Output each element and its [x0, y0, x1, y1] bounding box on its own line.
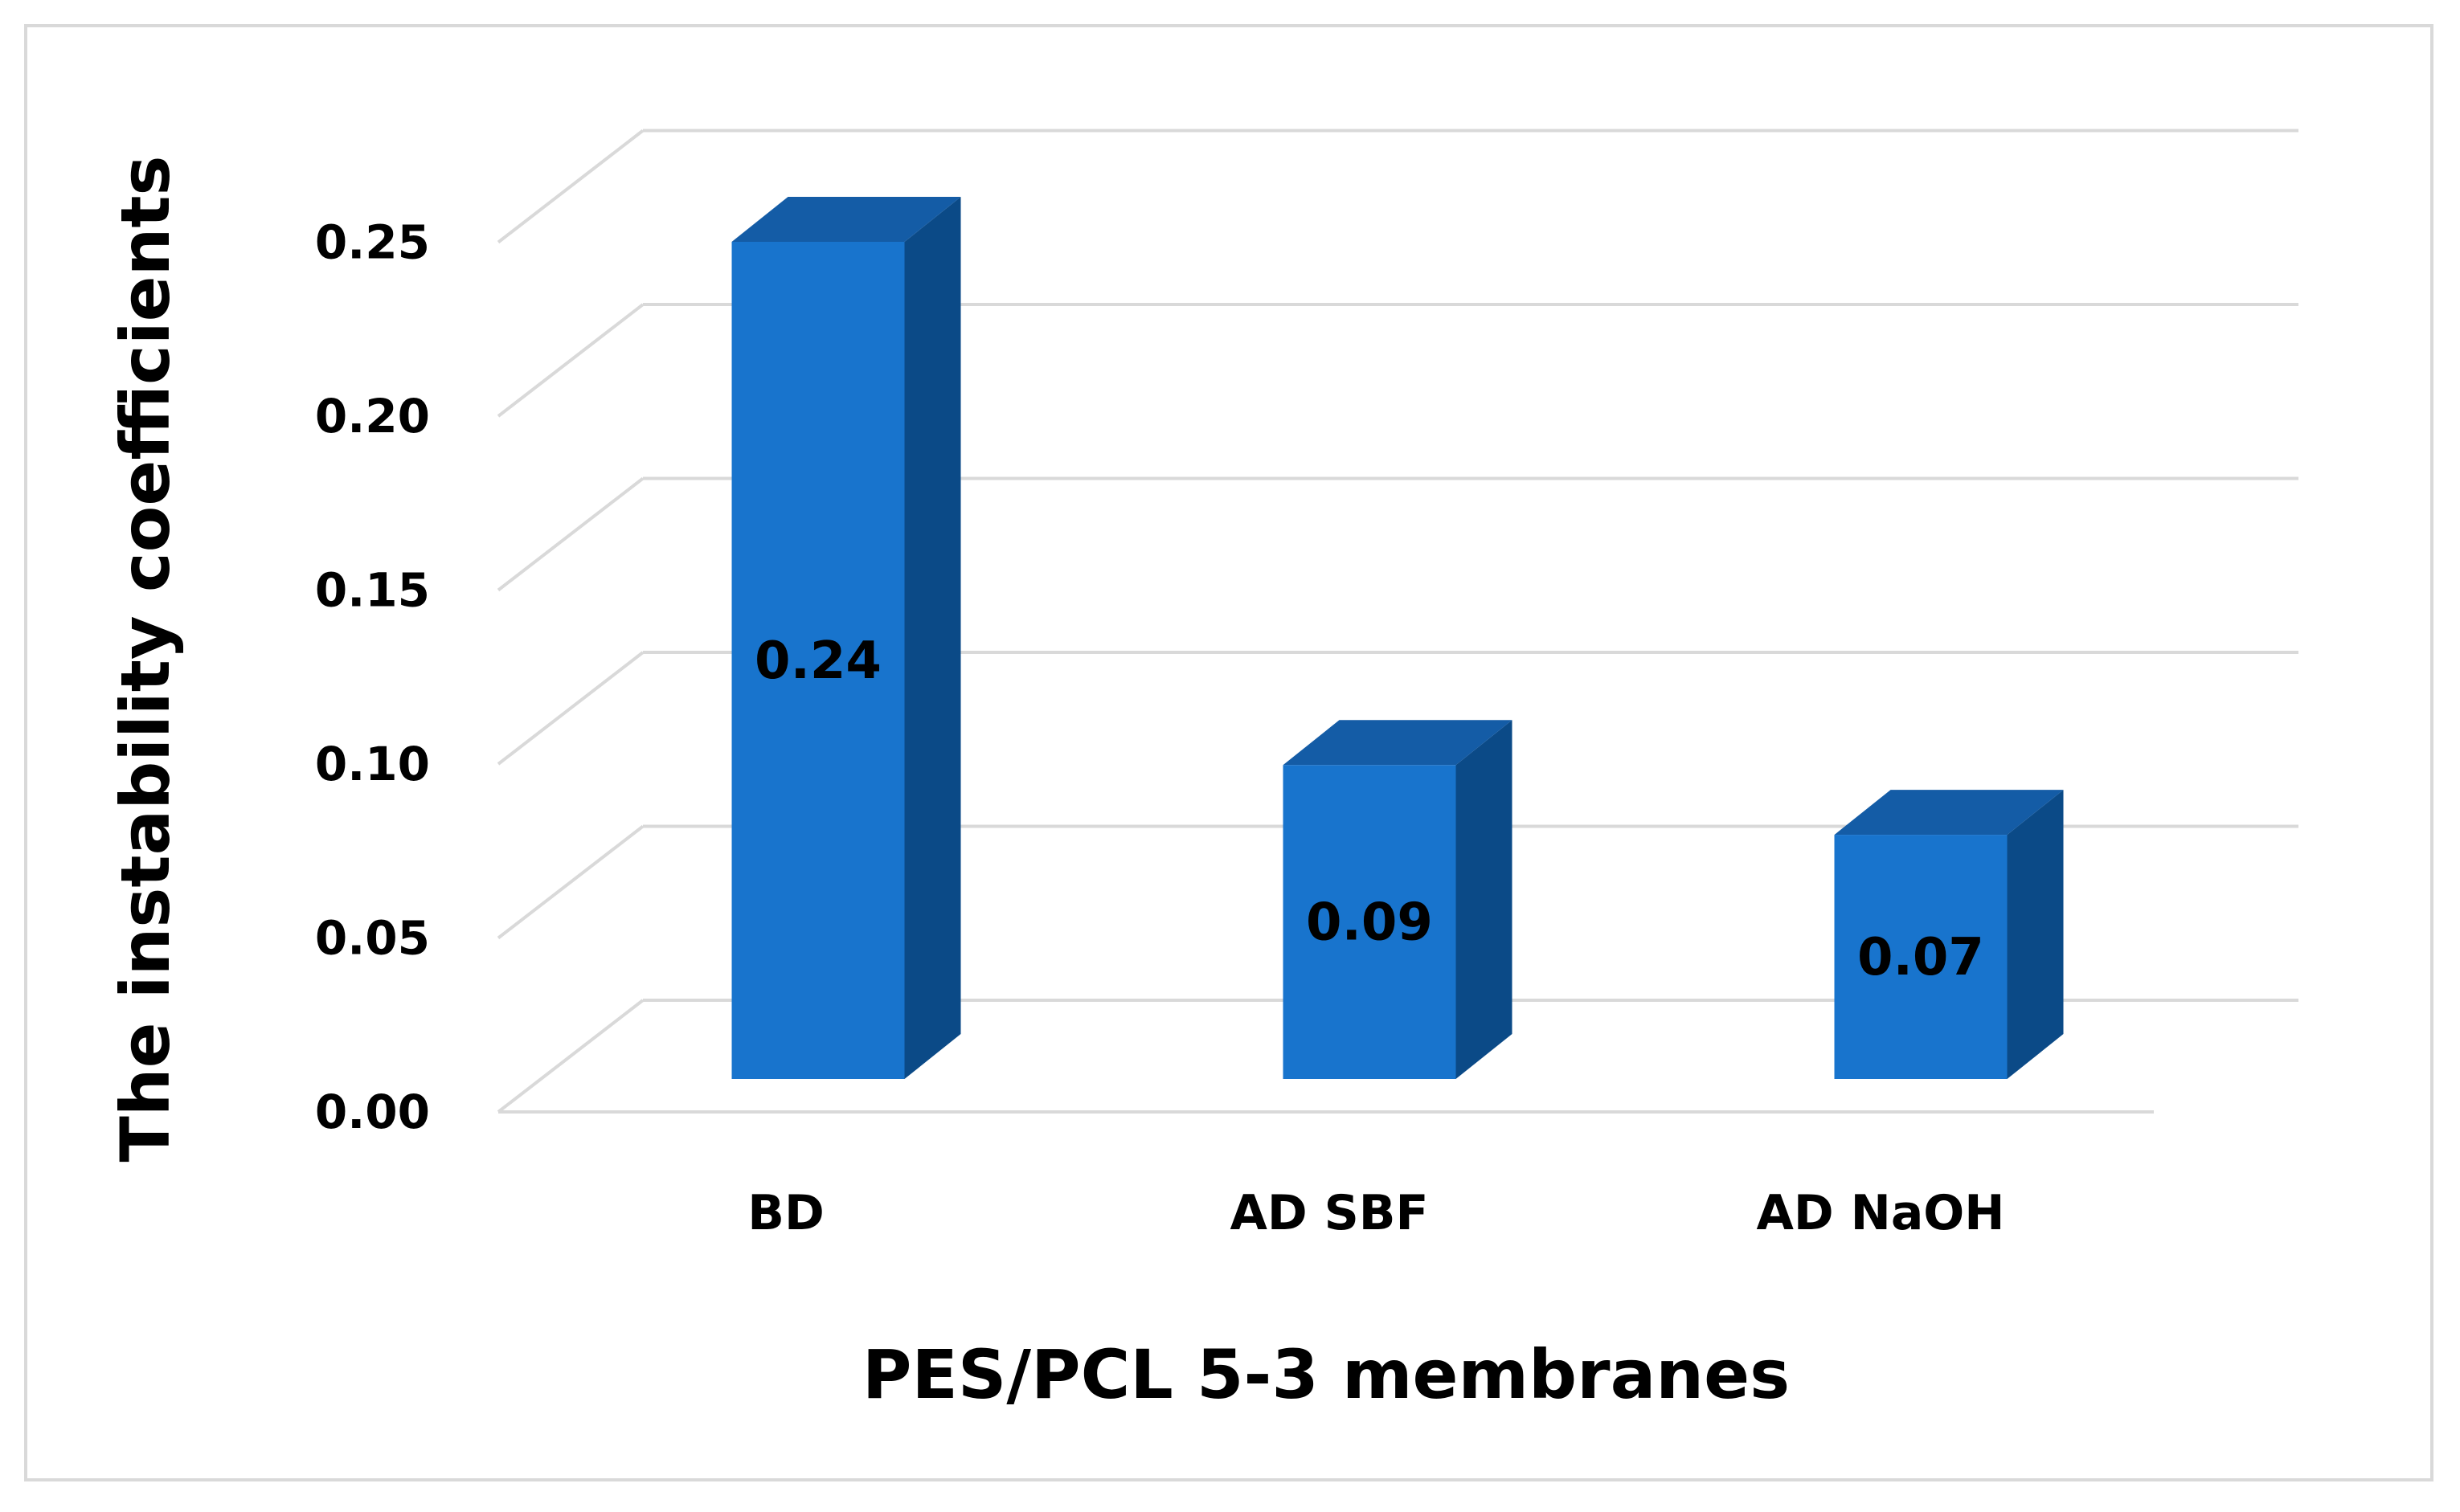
bar-ad-naoh: 0.07 — [1834, 790, 2064, 1079]
y-axis-title: The instability coefficients — [106, 155, 185, 1162]
x-tick-label: AD NaOH — [1756, 1185, 2004, 1241]
bar-front — [731, 242, 905, 1079]
chart-frame — [24, 24, 2433, 1481]
gridline-depth-5 — [497, 129, 645, 244]
bar-side — [904, 197, 961, 1079]
y-tick-label: 0.20 — [315, 389, 430, 443]
y-tick-label: 0.00 — [315, 1085, 430, 1139]
gridline-depth-2 — [497, 651, 645, 766]
bar-front — [1834, 835, 2008, 1079]
gridline-depth-0 — [497, 999, 645, 1114]
y-axis-ticks: 0.00 0.05 0.10 0.15 0.20 0.25 — [315, 215, 430, 1140]
gridline-depth-3 — [497, 476, 645, 592]
bar-side — [2007, 790, 2064, 1079]
x-axis-categories: BD AD SBF AD NaOH — [747, 1185, 2004, 1241]
x-tick-label: BD — [747, 1185, 825, 1241]
bar-side — [1455, 720, 1512, 1079]
bar-bd: 0.24 — [731, 197, 961, 1079]
data-label: 0.07 — [1857, 928, 1984, 987]
y-tick-label: 0.10 — [315, 737, 430, 791]
bar-top — [1283, 720, 1512, 766]
y-tick-label: 0.25 — [315, 215, 430, 270]
y-tick-label: 0.05 — [315, 911, 430, 966]
bar-top — [731, 197, 961, 242]
gridline-depth-1 — [497, 824, 645, 940]
y-tick-label: 0.15 — [315, 563, 430, 618]
bar-front — [1283, 765, 1456, 1079]
data-label: 0.09 — [1306, 893, 1433, 953]
x-tick-label: AD SBF — [1230, 1185, 1428, 1241]
bar-top — [1834, 790, 2064, 836]
bar-ad-sbf: 0.09 — [1283, 720, 1512, 1079]
bars: 0.24 0.09 0.07 — [731, 197, 2064, 1079]
x-axis-title: PES/PCL 5-3 membranes — [862, 1335, 1790, 1414]
data-label: 0.24 — [755, 631, 882, 691]
gridline-depth-4 — [497, 303, 645, 418]
